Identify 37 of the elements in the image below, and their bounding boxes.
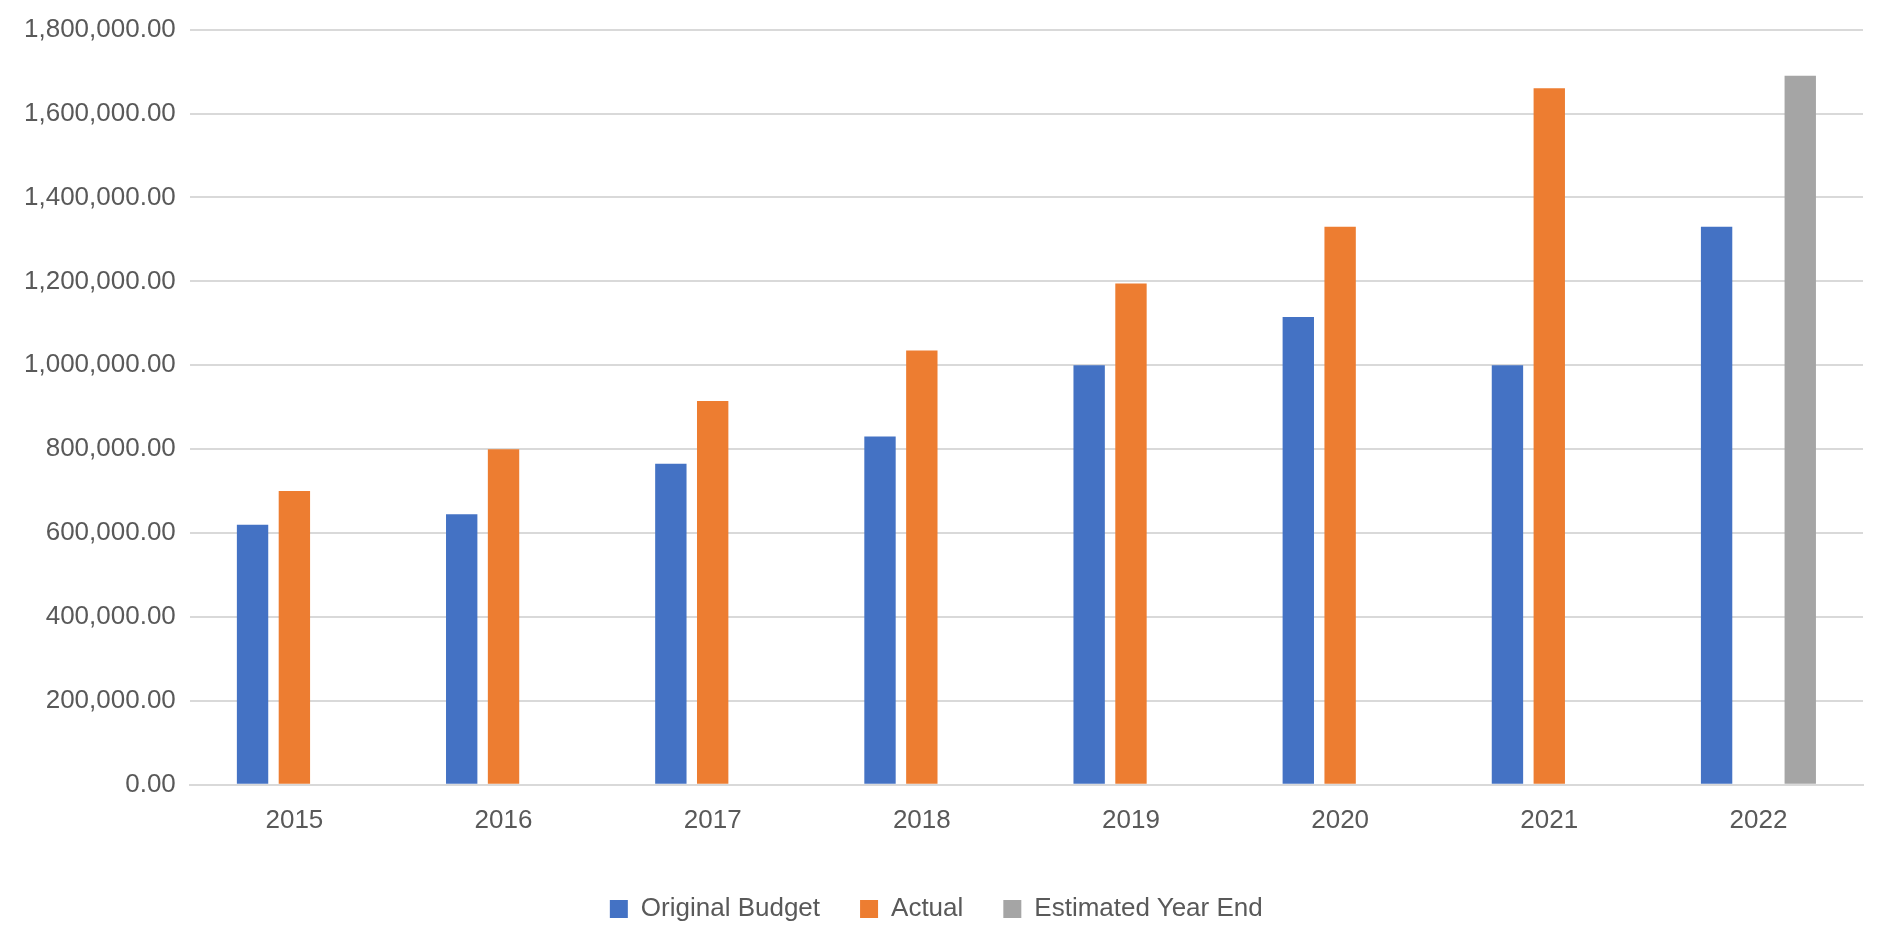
bar bbox=[697, 400, 729, 784]
bar bbox=[1324, 226, 1356, 784]
y-tick-label: 1,600,000.00 bbox=[24, 96, 176, 127]
legend-label: Actual bbox=[891, 892, 964, 923]
x-tick-label: 2022 bbox=[1729, 803, 1788, 834]
bar bbox=[1533, 88, 1565, 784]
y-tick-label: 1,200,000.00 bbox=[24, 264, 176, 295]
legend-label: Original Budget bbox=[640, 892, 821, 923]
y-tick-label: 1,000,000.00 bbox=[24, 348, 176, 379]
x-tick-label: 2018 bbox=[892, 803, 951, 834]
x-tick-label: 2020 bbox=[1311, 803, 1370, 834]
y-tick-label: 400,000.00 bbox=[45, 600, 176, 631]
y-tick-label: 200,000.00 bbox=[45, 684, 176, 715]
bar bbox=[278, 491, 311, 784]
legend-label: Estimated Year End bbox=[1034, 892, 1263, 923]
bar bbox=[1491, 365, 1524, 784]
y-tick-label: 600,000.00 bbox=[45, 516, 176, 547]
bar bbox=[1700, 226, 1733, 784]
bar bbox=[446, 514, 478, 784]
y-tick-label: 1,800,000.00 bbox=[24, 12, 176, 43]
bar bbox=[1282, 317, 1314, 784]
x-tick-label: 2015 bbox=[265, 803, 324, 834]
bar bbox=[655, 463, 687, 784]
x-tick-label: 2017 bbox=[683, 803, 742, 834]
bar bbox=[487, 449, 520, 784]
bar bbox=[236, 524, 269, 784]
x-tick-label: 2016 bbox=[474, 803, 533, 834]
y-tick-label: 0.00 bbox=[125, 767, 176, 798]
y-tick-label: 1,400,000.00 bbox=[24, 180, 176, 211]
x-tick-label: 2021 bbox=[1520, 803, 1579, 834]
x-tick-label: 2019 bbox=[1102, 803, 1160, 834]
bar bbox=[1115, 283, 1147, 784]
y-tick-label: 800,000.00 bbox=[45, 432, 176, 463]
bar bbox=[1784, 75, 1816, 784]
bar bbox=[864, 436, 896, 784]
bar bbox=[906, 350, 938, 784]
bar bbox=[1073, 365, 1105, 784]
